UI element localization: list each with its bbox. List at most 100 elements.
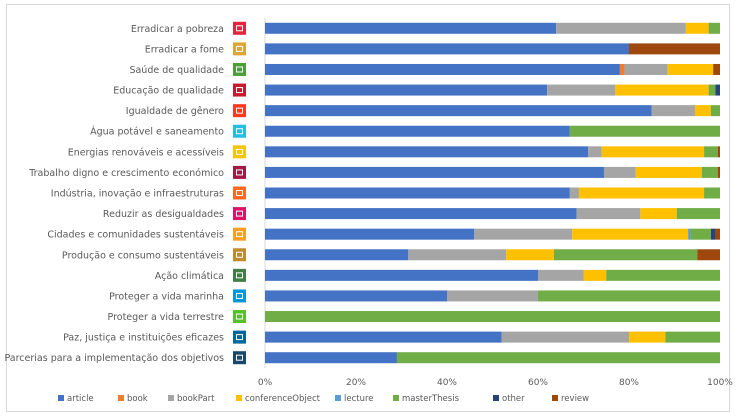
sdg-goal-icon-glyph bbox=[236, 190, 243, 196]
sdg-goal-icon bbox=[233, 83, 246, 97]
category-label: Reduzir as desigualdades bbox=[103, 209, 224, 220]
legend-label: conferenceObject bbox=[245, 394, 321, 404]
sdg-goal-icon-glyph bbox=[236, 334, 243, 341]
bar-segment-article bbox=[265, 269, 538, 281]
legend-swatch-masterThesis bbox=[393, 395, 399, 401]
category-label: Água potável e saneamento bbox=[90, 126, 224, 138]
bar-segment-bookPart bbox=[556, 22, 686, 34]
legend-swatch-bookPart bbox=[168, 395, 174, 401]
legend-swatch-article bbox=[58, 395, 64, 401]
sdg-goal-icon bbox=[233, 145, 246, 159]
sdg-goal-icon-glyph bbox=[236, 25, 243, 32]
bar-segment-article bbox=[265, 43, 629, 55]
sdg-goal-icon bbox=[233, 248, 246, 262]
bar-segment-conferenceObject bbox=[685, 22, 709, 34]
bar-segment-masterThesis bbox=[665, 331, 720, 343]
bar-segment-conferenceObject bbox=[667, 63, 714, 75]
bar-segment-review bbox=[717, 146, 720, 158]
legend-label: other bbox=[502, 394, 525, 404]
bar-segment-masterThesis bbox=[704, 146, 718, 158]
bar-segment-bookPart bbox=[447, 290, 538, 302]
bar-segment-article bbox=[265, 352, 397, 364]
bar-segment-article bbox=[265, 228, 475, 240]
category-label: Erradicar a fome bbox=[145, 44, 224, 55]
chart-frame bbox=[6, 4, 730, 412]
bar-segment-bookPart bbox=[651, 105, 695, 117]
bar-segment-article bbox=[265, 84, 548, 96]
legend-swatch-book bbox=[118, 395, 124, 401]
bar-segment-bookPart bbox=[474, 228, 573, 240]
sdg-goal-icon bbox=[233, 351, 246, 365]
bar-segment-review bbox=[713, 63, 720, 75]
legend-label: lecture bbox=[344, 394, 374, 404]
legend-swatch-other bbox=[493, 395, 499, 401]
bar-segment-article bbox=[265, 125, 570, 137]
bar-segment-conferenceObject bbox=[615, 84, 709, 96]
bar-segment-masterThesis bbox=[690, 228, 711, 240]
bar-segment-article bbox=[265, 63, 620, 75]
bar-segment-conferenceObject bbox=[506, 249, 554, 261]
bar-segment-review bbox=[697, 249, 720, 261]
bar-segment-article bbox=[265, 249, 409, 261]
bar-segment-bookPart bbox=[569, 187, 579, 199]
bar-segment-review bbox=[717, 166, 720, 178]
bar-segment-masterThesis bbox=[676, 208, 720, 220]
sdg-goal-icon bbox=[233, 207, 246, 221]
sdg-goal-icon bbox=[233, 42, 246, 56]
category-label: Indústria, inovação e infraestruturas bbox=[51, 189, 224, 200]
bar-segment-masterThesis bbox=[265, 311, 720, 323]
sdg-goal-icon-glyph bbox=[236, 107, 243, 114]
sdg-goal-icon-glyph bbox=[236, 251, 243, 258]
bar-segment-other bbox=[710, 228, 716, 240]
bar-segment-lecture bbox=[688, 228, 691, 240]
legend-swatch-lecture bbox=[335, 395, 341, 401]
category-label: Proteger a vida marinha bbox=[109, 291, 224, 302]
bar-segment-conferenceObject bbox=[583, 269, 607, 281]
bar-segment-masterThesis bbox=[704, 187, 720, 199]
category-label: Parcerias para a implementação dos objet… bbox=[4, 353, 224, 364]
bar-segment-masterThesis bbox=[710, 105, 720, 117]
sdg-goal-icon bbox=[233, 62, 246, 76]
bar-segment-article bbox=[265, 22, 557, 34]
sdg-goal-icon-glyph bbox=[236, 148, 243, 155]
x-tick-label: 20% bbox=[346, 378, 366, 388]
category-label: Proteger a vida terrestre bbox=[108, 312, 225, 323]
bar-segment-conferenceObject bbox=[572, 228, 689, 240]
bar-segment-bookPart bbox=[576, 208, 641, 220]
category-label: Educação de qualidade bbox=[113, 86, 224, 97]
bar-segment-bookPart bbox=[501, 331, 629, 343]
bar-segment-bookPart bbox=[603, 166, 636, 178]
bar-segment-article bbox=[265, 166, 604, 178]
bar-segment-masterThesis bbox=[708, 22, 720, 34]
bar-segment-other bbox=[715, 84, 720, 96]
bar-segment-bookPart bbox=[547, 84, 616, 96]
bar-segment-bookPart bbox=[588, 146, 602, 158]
category-label: Paz, justiça e instituições eficazes bbox=[63, 333, 224, 344]
sdg-goal-icon bbox=[233, 310, 246, 324]
bar-segment-conferenceObject bbox=[694, 105, 711, 117]
legend-label: book bbox=[127, 394, 148, 404]
sdg-goal-icon bbox=[233, 330, 246, 344]
category-label: Cidades e comunidades sustentáveis bbox=[47, 230, 224, 241]
bar-segment-masterThesis bbox=[553, 249, 698, 261]
bar-segment-masterThesis bbox=[569, 125, 720, 137]
bar-segment-masterThesis bbox=[396, 352, 720, 364]
legend-label: masterThesis bbox=[402, 394, 460, 404]
sdg-goal-icon-glyph bbox=[236, 231, 243, 238]
sdg-goal-icon-glyph bbox=[236, 354, 243, 361]
sdg-goal-icon bbox=[233, 124, 246, 138]
category-label: Igualdade de gênero bbox=[126, 106, 224, 117]
bar-segment-conferenceObject bbox=[640, 208, 677, 220]
category-label: Trabalho digno e crescimento económico bbox=[28, 168, 224, 179]
sdg-goal-icon-glyph bbox=[236, 313, 243, 320]
x-tick-label: 100% bbox=[707, 378, 733, 388]
category-label: Saúde de qualidade bbox=[129, 65, 224, 76]
bar-segment-review bbox=[715, 228, 720, 240]
bar-segment-masterThesis bbox=[708, 84, 716, 96]
sdg-goal-icon-glyph bbox=[236, 292, 243, 299]
bar-segment-article bbox=[265, 105, 652, 117]
legend-label: bookPart bbox=[177, 394, 215, 404]
sdg-goal-icon-glyph bbox=[236, 169, 243, 176]
bar-segment-conferenceObject bbox=[635, 166, 702, 178]
